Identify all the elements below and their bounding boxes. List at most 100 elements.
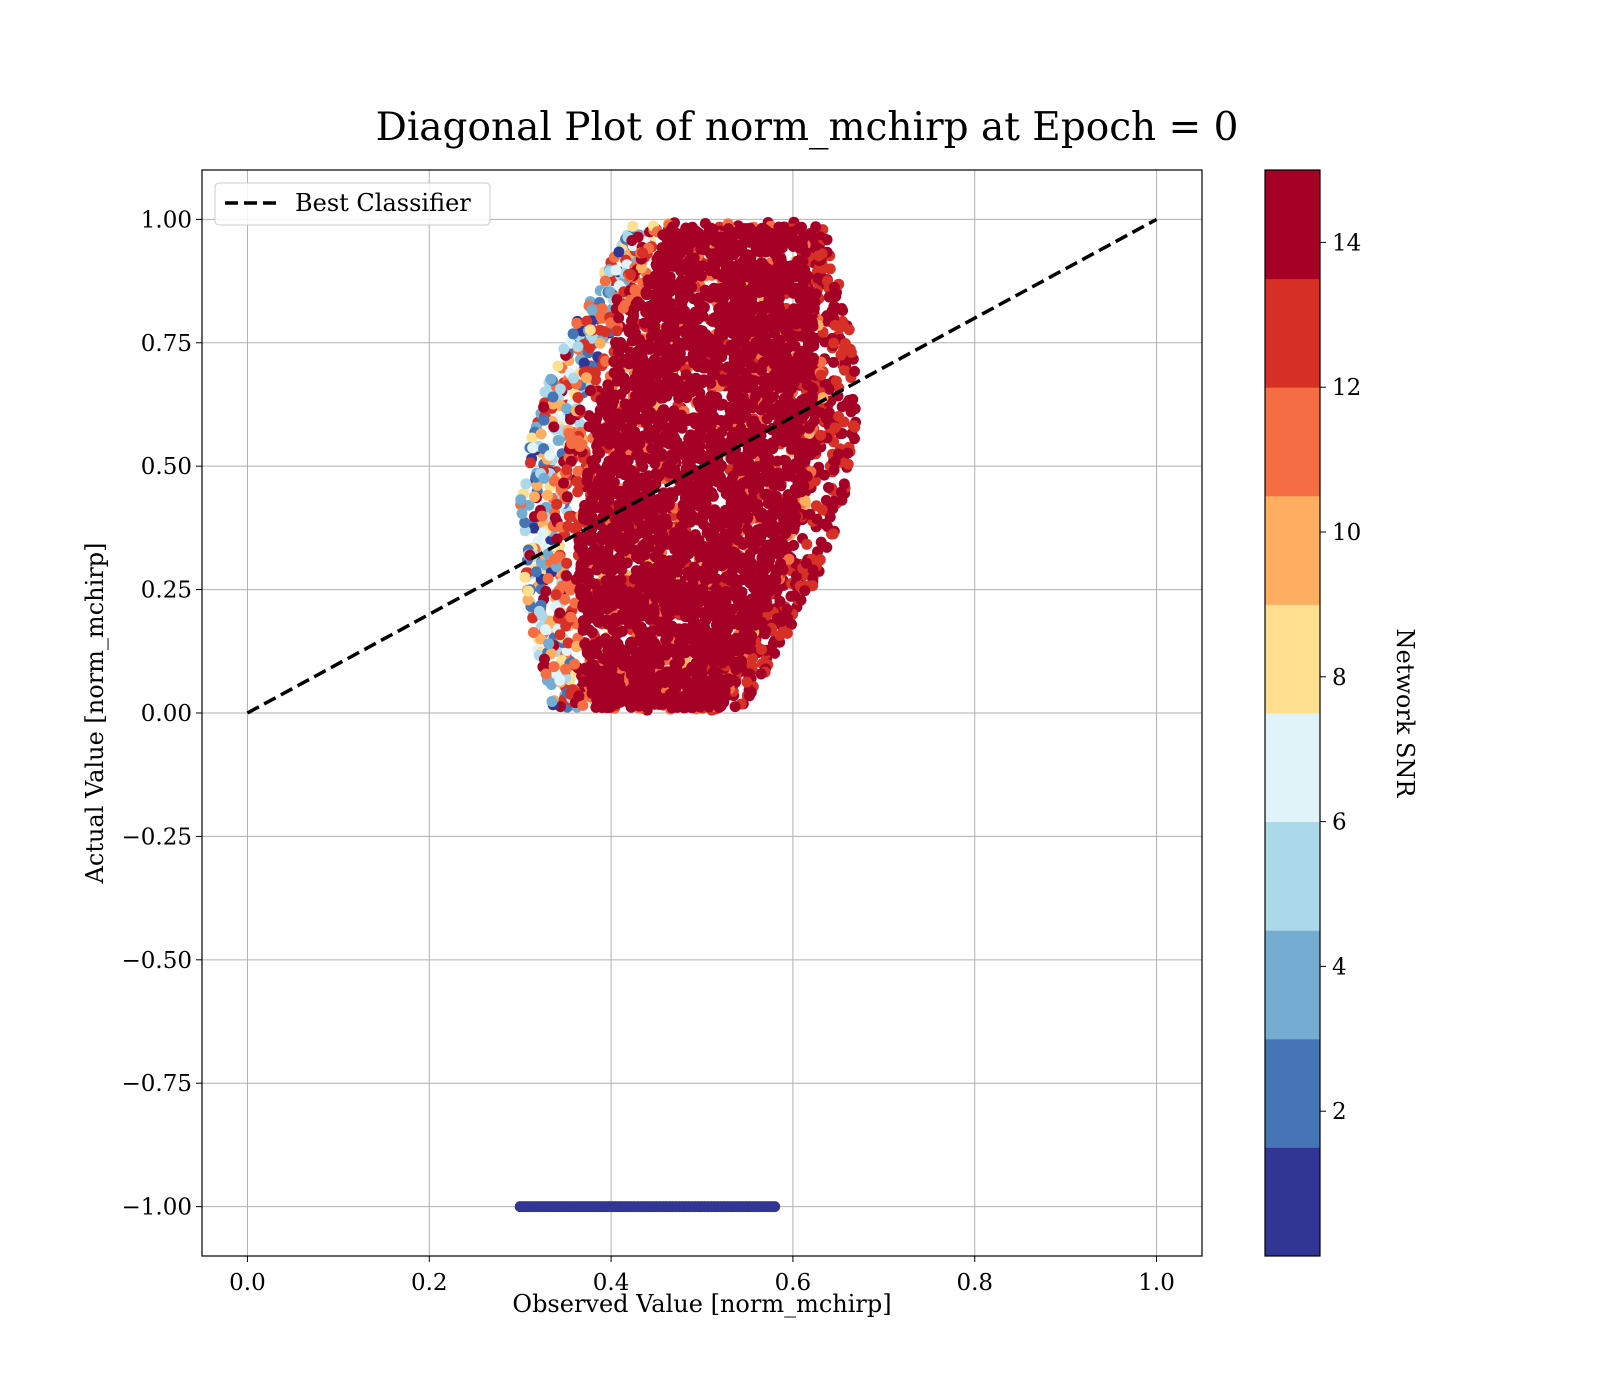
data-point — [717, 374, 729, 386]
data-point — [540, 624, 551, 636]
data-point — [690, 372, 702, 384]
data-point — [561, 491, 573, 503]
data-point — [767, 355, 779, 367]
data-point — [786, 495, 798, 507]
data-point — [849, 433, 860, 445]
data-point — [596, 396, 608, 408]
data-point — [760, 243, 772, 255]
data-point — [751, 506, 763, 518]
data-point — [607, 624, 619, 636]
data-point — [774, 334, 786, 346]
data-point — [679, 305, 690, 317]
data-point — [573, 571, 585, 583]
data-point — [660, 333, 672, 345]
colorbar-segment — [1265, 387, 1320, 497]
data-point — [763, 292, 775, 304]
data-point — [811, 513, 823, 525]
data-point — [806, 331, 818, 343]
data-point — [653, 436, 664, 448]
data-point — [704, 572, 716, 584]
data-point — [704, 400, 716, 412]
data-point — [798, 313, 810, 325]
data-point — [640, 390, 652, 401]
data-point — [523, 499, 535, 511]
data-point — [653, 470, 665, 482]
data-point — [718, 551, 730, 563]
data-point — [608, 476, 620, 488]
data-point — [628, 674, 640, 686]
data-point — [554, 383, 566, 395]
x-tick-label: 0.2 — [411, 1270, 448, 1296]
data-point — [652, 368, 664, 380]
data-point — [657, 619, 669, 631]
data-point — [756, 644, 767, 655]
data-point — [611, 325, 623, 337]
data-point — [740, 434, 752, 446]
data-point — [696, 585, 708, 597]
data-point — [791, 570, 802, 582]
data-point — [594, 681, 605, 693]
data-point — [540, 585, 552, 597]
data-point — [829, 422, 841, 434]
data-point — [727, 342, 739, 354]
data-point — [745, 359, 757, 371]
data-point — [635, 546, 647, 558]
data-point — [742, 523, 754, 535]
data-point — [647, 322, 659, 334]
data-point — [635, 478, 647, 490]
data-point — [726, 391, 738, 403]
data-point — [771, 534, 783, 546]
data-point — [572, 465, 584, 477]
data-point — [593, 477, 605, 488]
data-point — [624, 694, 636, 706]
x-tick-label: 0.4 — [593, 1270, 630, 1296]
data-point — [652, 552, 664, 564]
data-point — [807, 233, 819, 245]
x-tick-label: 0.8 — [956, 1270, 993, 1296]
data-point — [742, 554, 754, 566]
data-point — [714, 520, 726, 532]
data-point — [688, 230, 700, 242]
data-point — [700, 339, 711, 351]
data-point — [516, 507, 528, 519]
data-point — [538, 401, 550, 413]
data-point — [681, 530, 693, 542]
data-point — [821, 541, 833, 553]
data-point — [828, 464, 840, 476]
data-point — [568, 372, 579, 384]
data-point — [608, 411, 620, 423]
data-point — [558, 477, 570, 489]
data-point — [646, 443, 658, 454]
data-point — [695, 308, 707, 320]
data-point — [738, 291, 749, 303]
data-point — [815, 429, 827, 441]
data-point — [577, 543, 589, 555]
data-point — [732, 499, 744, 511]
data-point — [527, 442, 539, 454]
data-point — [671, 601, 683, 613]
data-point — [656, 291, 668, 303]
data-point — [604, 286, 616, 298]
data-point — [660, 634, 672, 646]
data-point — [757, 375, 769, 387]
data-point — [574, 404, 586, 416]
data-point — [795, 594, 807, 606]
data-point — [614, 542, 626, 554]
data-point — [655, 541, 666, 553]
data-point — [589, 579, 601, 590]
colorbar-frame — [1264, 169, 1321, 1257]
data-point — [653, 658, 665, 670]
data-point — [631, 449, 643, 461]
data-point — [794, 293, 806, 305]
data-point — [769, 647, 781, 659]
data-point — [687, 272, 699, 284]
data-point — [535, 428, 547, 440]
data-point — [591, 694, 603, 706]
data-point — [705, 419, 717, 431]
data-point — [606, 392, 618, 404]
data-point — [648, 680, 660, 692]
data-point — [723, 274, 735, 285]
data-point — [636, 351, 648, 363]
data-point — [748, 286, 760, 297]
data-point — [562, 520, 574, 532]
